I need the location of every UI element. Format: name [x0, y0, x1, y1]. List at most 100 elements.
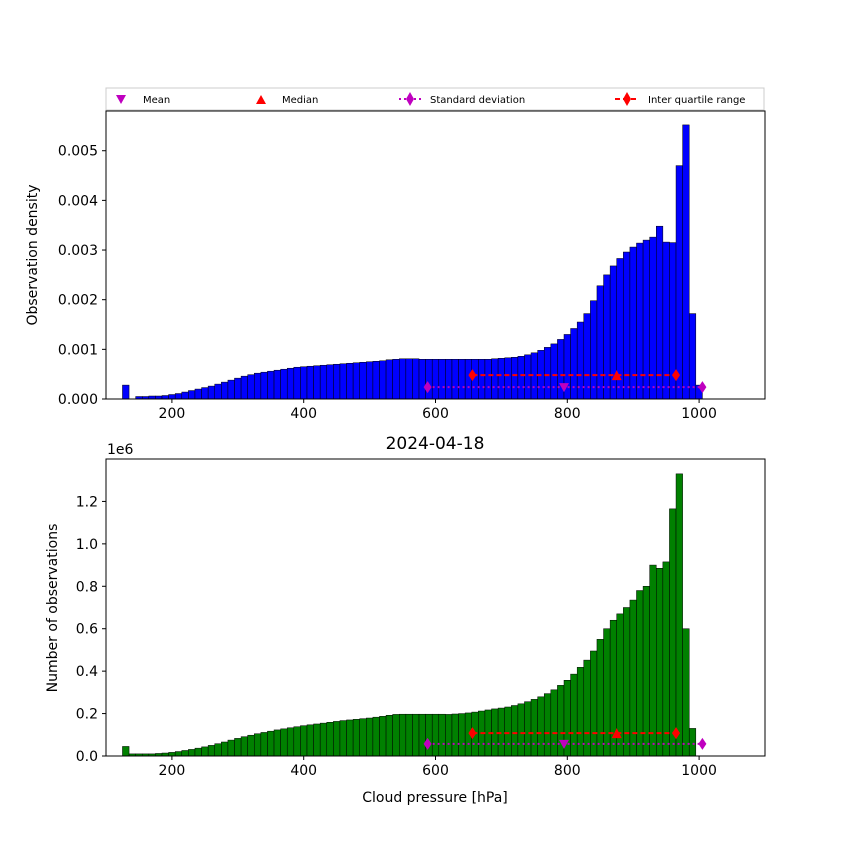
x-tick-label: 200	[159, 406, 186, 422]
std-high-marker	[698, 381, 707, 394]
count-bar	[181, 750, 189, 757]
density-bar	[656, 225, 664, 400]
y-tick-label: 0.4	[76, 664, 98, 680]
y-tick-label: 0.004	[58, 193, 98, 209]
count-bar	[590, 650, 598, 757]
density-bar	[431, 359, 440, 400]
count-x-axis: 200 400 600 800 1000	[159, 756, 717, 779]
count-bar	[300, 725, 308, 757]
density-bar	[491, 358, 499, 400]
density-bar	[280, 368, 288, 400]
std-low-marker	[423, 737, 432, 750]
y-tick-label: 0.001	[58, 342, 98, 358]
count-y-axis-label: Number of observations	[45, 524, 61, 693]
count-summary-markers	[423, 727, 707, 750]
density-bar	[570, 328, 578, 400]
mean-legend-marker	[116, 95, 126, 104]
x-tick-label: 600	[422, 406, 449, 422]
density-bar	[181, 391, 189, 400]
density-bar	[418, 359, 426, 400]
density-bar	[161, 395, 169, 400]
count-bar	[669, 508, 677, 757]
count-bar	[254, 733, 262, 757]
legend-frame	[105, 87, 765, 111]
count-bar	[649, 564, 657, 757]
density-bar	[688, 313, 697, 400]
y-tick-label: 0.005	[58, 144, 98, 160]
density-bars	[122, 124, 703, 400]
std-legend-marker	[406, 92, 414, 106]
x-axis-label: Cloud pressure [hPa]	[362, 790, 508, 806]
density-bar	[379, 360, 387, 400]
legend-label-iqr: Inter quartile range	[648, 95, 745, 106]
y-tick-label: 0.8	[76, 579, 98, 595]
count-bar	[352, 719, 360, 757]
count-bar	[543, 693, 552, 757]
density-bar	[201, 387, 209, 400]
count-bar	[280, 728, 288, 757]
count-bar	[511, 705, 519, 757]
y-offset-text: 1e6	[107, 442, 134, 458]
count-histogram-panel: 2024-04-18 1e6 200 400 600 800 1000 0.00.20.…	[45, 434, 766, 806]
median-legend-marker	[256, 95, 266, 104]
count-bar	[431, 713, 440, 757]
count-bar	[306, 724, 314, 757]
legend: Mean Median Standard deviation Inter qua…	[105, 87, 765, 111]
density-summary-markers	[423, 369, 707, 394]
count-bar	[530, 699, 538, 757]
density-y-axis: 0.000 0.001 0.002 0.003 0.004 0.005	[58, 144, 106, 408]
density-bar	[319, 364, 328, 400]
count-bar	[313, 723, 321, 757]
count-y-axis: 0.0 0.2 0.4 0.6 0.8 1.0 1.2	[76, 494, 106, 765]
count-bar	[642, 586, 650, 757]
count-bar	[399, 713, 407, 757]
count-bar	[372, 716, 380, 757]
density-bar	[392, 359, 400, 400]
count-bar	[319, 722, 328, 757]
density-bar	[603, 274, 611, 400]
density-bar	[293, 366, 301, 400]
count-bar	[234, 738, 242, 757]
chart-title: 2024-04-18	[386, 434, 485, 454]
count-bar	[227, 739, 235, 757]
count-bar	[458, 713, 466, 757]
count-bar	[603, 628, 611, 757]
y-tick-label: 1.2	[76, 494, 98, 510]
density-bar	[247, 374, 255, 400]
density-bar	[412, 358, 420, 400]
density-bar	[629, 246, 637, 400]
legend-label-median: Median	[282, 95, 318, 106]
density-bar	[359, 362, 367, 400]
count-bar	[688, 728, 697, 757]
count-bar	[240, 736, 248, 757]
y-tick-label: 0.003	[58, 243, 98, 259]
density-bar	[682, 124, 690, 400]
density-bar	[286, 367, 295, 400]
density-bar	[438, 359, 446, 400]
count-bar	[438, 713, 446, 757]
count-bar	[207, 745, 215, 757]
count-bar	[405, 713, 413, 757]
count-bar	[636, 590, 644, 757]
count-bar	[504, 706, 512, 757]
std-high-marker	[698, 737, 707, 750]
count-bar	[201, 746, 209, 757]
density-histogram-panel: 200 400 600 800 1000 0.0000.0010.0020.0030.0…	[25, 110, 766, 422]
count-bar	[339, 720, 347, 757]
x-tick-label: 200	[159, 763, 186, 779]
density-bar	[517, 356, 525, 400]
count-bar	[359, 718, 367, 757]
iqr-low-marker	[468, 369, 477, 382]
count-bar	[517, 703, 525, 757]
mean-marker	[559, 739, 570, 749]
density-bar	[550, 343, 558, 400]
y-tick-label: 0.2	[76, 707, 98, 723]
density-bar	[221, 381, 229, 400]
count-bar	[293, 726, 301, 757]
count-bar	[537, 696, 545, 757]
density-bar	[497, 358, 505, 400]
density-bar	[366, 361, 374, 400]
count-bar	[326, 722, 334, 757]
count-bar	[583, 659, 591, 757]
density-bar	[451, 359, 459, 400]
